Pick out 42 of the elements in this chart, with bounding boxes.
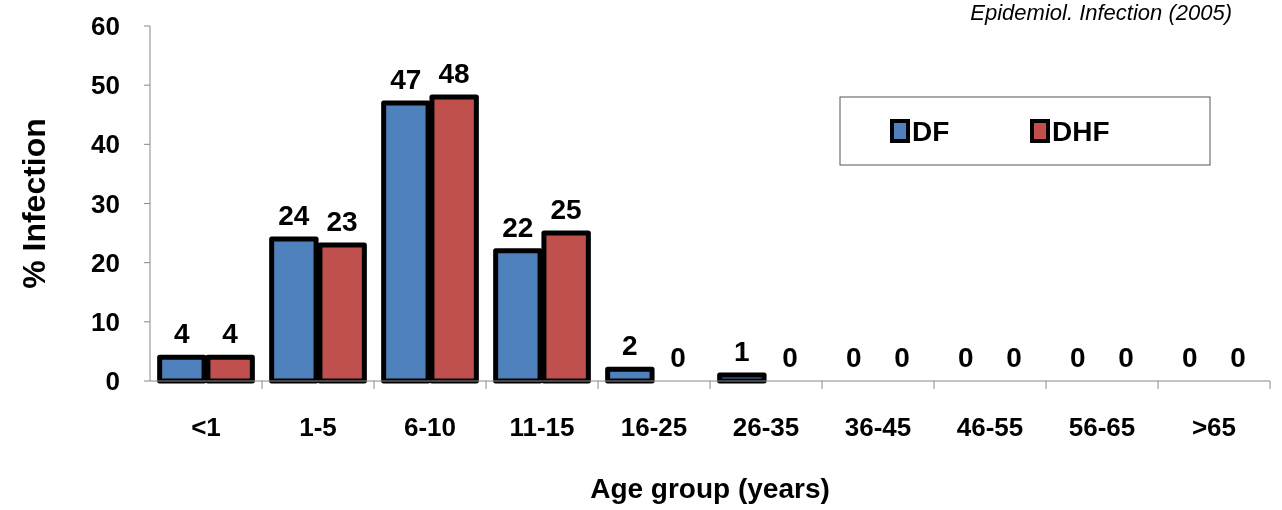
data-label: 0: [894, 342, 910, 373]
data-label: 25: [550, 194, 582, 226]
y-tick-label: 30: [91, 188, 120, 219]
x-tick-label: 46-55: [956, 412, 1024, 442]
data-label: 2: [622, 330, 638, 362]
legend-label: DF: [912, 115, 950, 147]
y-tick-label: 20: [91, 247, 120, 278]
x-tick-label: 36-45: [844, 412, 912, 442]
x-tick-label: 26-35: [732, 412, 800, 442]
data-label: 48: [438, 58, 470, 89]
data-label: 0: [1182, 342, 1198, 373]
data-label: 0: [782, 342, 798, 373]
y-axis-title: % Infection: [16, 118, 52, 289]
x-axis-title: Age group (years): [590, 473, 830, 504]
data-label: 23: [326, 205, 358, 237]
data-label: 0: [670, 342, 686, 373]
text: Epidemiol. Infection (2005): [970, 0, 1232, 25]
x-tick-label: <1: [191, 412, 221, 442]
x-tick-label: 56-65: [1068, 412, 1136, 442]
data-label: 47: [390, 63, 422, 95]
data-label: 4: [222, 318, 239, 350]
data-label: 4: [174, 318, 191, 350]
y-tick-label: 40: [91, 129, 120, 160]
data-label: 0: [1230, 342, 1246, 373]
x-tick-label: 1-5: [299, 412, 337, 442]
data-label: 0: [958, 342, 974, 373]
x-tick-label: >65: [1191, 412, 1237, 442]
x-tick-label: 16-25: [620, 412, 688, 442]
data-label: 0: [1006, 342, 1022, 373]
y-tick-label: 50: [91, 70, 120, 101]
y-tick-label: 0: [105, 366, 120, 397]
data-label: 1: [734, 336, 750, 368]
data-label: 22: [502, 211, 534, 243]
data-label: 24: [278, 200, 310, 231]
x-tick-label: 6-10: [403, 412, 457, 442]
y-tick-label: 10: [91, 306, 120, 337]
x-tick-label: 11-15: [509, 412, 575, 442]
legend-label: DHF: [1052, 115, 1110, 147]
data-label: 0: [846, 342, 862, 373]
data-label: 0: [1070, 342, 1086, 373]
y-tick-label: 60: [91, 11, 120, 42]
data-label: 0: [1118, 342, 1134, 373]
